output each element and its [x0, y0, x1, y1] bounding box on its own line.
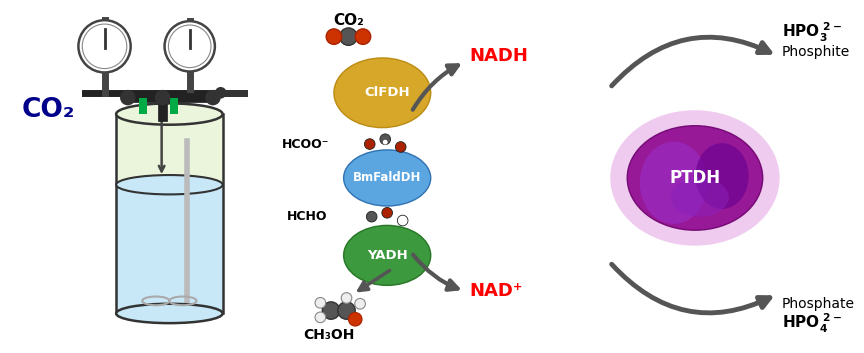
Text: BmFaldDH: BmFaldDH [353, 172, 422, 185]
Circle shape [315, 298, 326, 308]
Ellipse shape [344, 225, 431, 285]
Text: PTDH: PTDH [670, 169, 721, 187]
Circle shape [340, 28, 357, 45]
Circle shape [355, 298, 365, 309]
Text: Phosphite: Phosphite [782, 45, 850, 59]
Circle shape [155, 90, 170, 105]
Circle shape [365, 139, 375, 149]
Text: Phosphate: Phosphate [782, 297, 855, 311]
Polygon shape [116, 185, 223, 313]
Circle shape [366, 211, 377, 222]
Ellipse shape [627, 126, 763, 230]
Circle shape [327, 29, 341, 44]
Ellipse shape [610, 110, 779, 246]
Circle shape [383, 140, 388, 145]
Ellipse shape [344, 150, 431, 206]
Circle shape [397, 215, 408, 226]
Circle shape [205, 90, 220, 105]
Circle shape [396, 142, 406, 152]
Circle shape [315, 312, 326, 323]
Text: HCOO⁻: HCOO⁻ [282, 138, 329, 151]
Text: $\mathbf{HPO_4^{\ 2-}}$: $\mathbf{HPO_4^{\ 2-}}$ [782, 312, 842, 335]
Text: HCHO: HCHO [287, 210, 327, 223]
Circle shape [348, 312, 362, 326]
Ellipse shape [79, 20, 130, 72]
Ellipse shape [670, 178, 729, 217]
Text: YADH: YADH [367, 249, 408, 262]
Circle shape [380, 134, 391, 145]
Text: NAD⁺: NAD⁺ [469, 282, 523, 300]
Ellipse shape [82, 24, 127, 68]
Circle shape [341, 293, 352, 303]
Ellipse shape [116, 103, 223, 125]
Ellipse shape [696, 143, 749, 209]
Circle shape [355, 29, 371, 44]
Polygon shape [170, 98, 178, 114]
Polygon shape [116, 114, 223, 185]
Ellipse shape [168, 25, 211, 68]
Circle shape [338, 302, 355, 319]
Text: ClFDH: ClFDH [365, 86, 410, 99]
Ellipse shape [164, 21, 215, 71]
Circle shape [382, 208, 392, 218]
Circle shape [120, 90, 136, 105]
Ellipse shape [640, 142, 708, 224]
Text: NADH: NADH [469, 47, 528, 65]
Text: CO₂: CO₂ [334, 13, 364, 28]
Circle shape [322, 302, 340, 319]
Ellipse shape [116, 175, 223, 195]
Text: CO₂: CO₂ [22, 97, 75, 123]
Circle shape [215, 87, 226, 98]
Ellipse shape [116, 304, 223, 323]
Text: $\mathbf{HPO_3^{\ 2-}}$: $\mathbf{HPO_3^{\ 2-}}$ [782, 21, 842, 44]
Ellipse shape [334, 58, 431, 128]
Polygon shape [139, 98, 147, 114]
Text: CH₃OH: CH₃OH [303, 328, 355, 342]
